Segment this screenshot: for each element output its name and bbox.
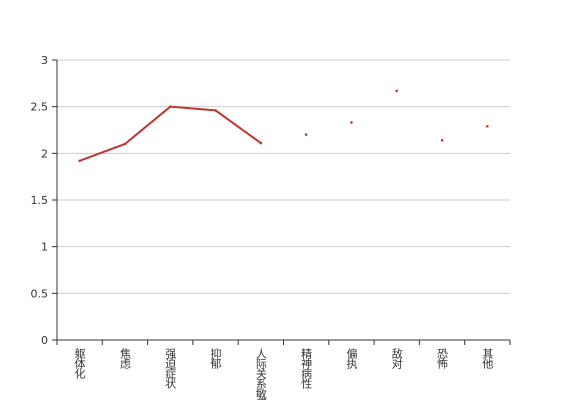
x-tick-label: 人际关系敏感 [254, 348, 267, 400]
x-tick-label: 焦虑 [118, 348, 131, 369]
x-tick-label: 强迫症状 [164, 348, 177, 389]
y-tick-label: 1 [41, 241, 48, 254]
data-point [78, 159, 81, 163]
x-tick-label: 恐怖 [436, 348, 449, 369]
y-tick-label: 2.5 [31, 101, 49, 114]
data-point [486, 124, 489, 128]
y-tick-label: 0 [41, 334, 48, 347]
x-tick-label: 敌对 [390, 347, 403, 369]
y-tick-label: 0.5 [31, 287, 49, 300]
y-tick-label: 3 [41, 54, 48, 67]
x-tick-label: 抑郁 [209, 347, 222, 369]
data-point [350, 121, 353, 124]
x-tick-label: 躯体化 [73, 348, 86, 380]
data-point [395, 89, 399, 93]
data-point [440, 138, 444, 142]
y-tick-label: 2 [41, 147, 48, 160]
data-point [304, 133, 308, 136]
data-point [168, 105, 172, 108]
data-point [123, 142, 127, 146]
y-tick-label: 1.5 [31, 194, 49, 207]
x-tick-label: 偏执 [345, 347, 358, 370]
series-line [79, 105, 262, 162]
data-point [214, 109, 217, 112]
data-point [259, 141, 263, 145]
x-tick-label: 其他 [481, 348, 494, 369]
x-tick-label: 精神病性 [300, 348, 313, 390]
